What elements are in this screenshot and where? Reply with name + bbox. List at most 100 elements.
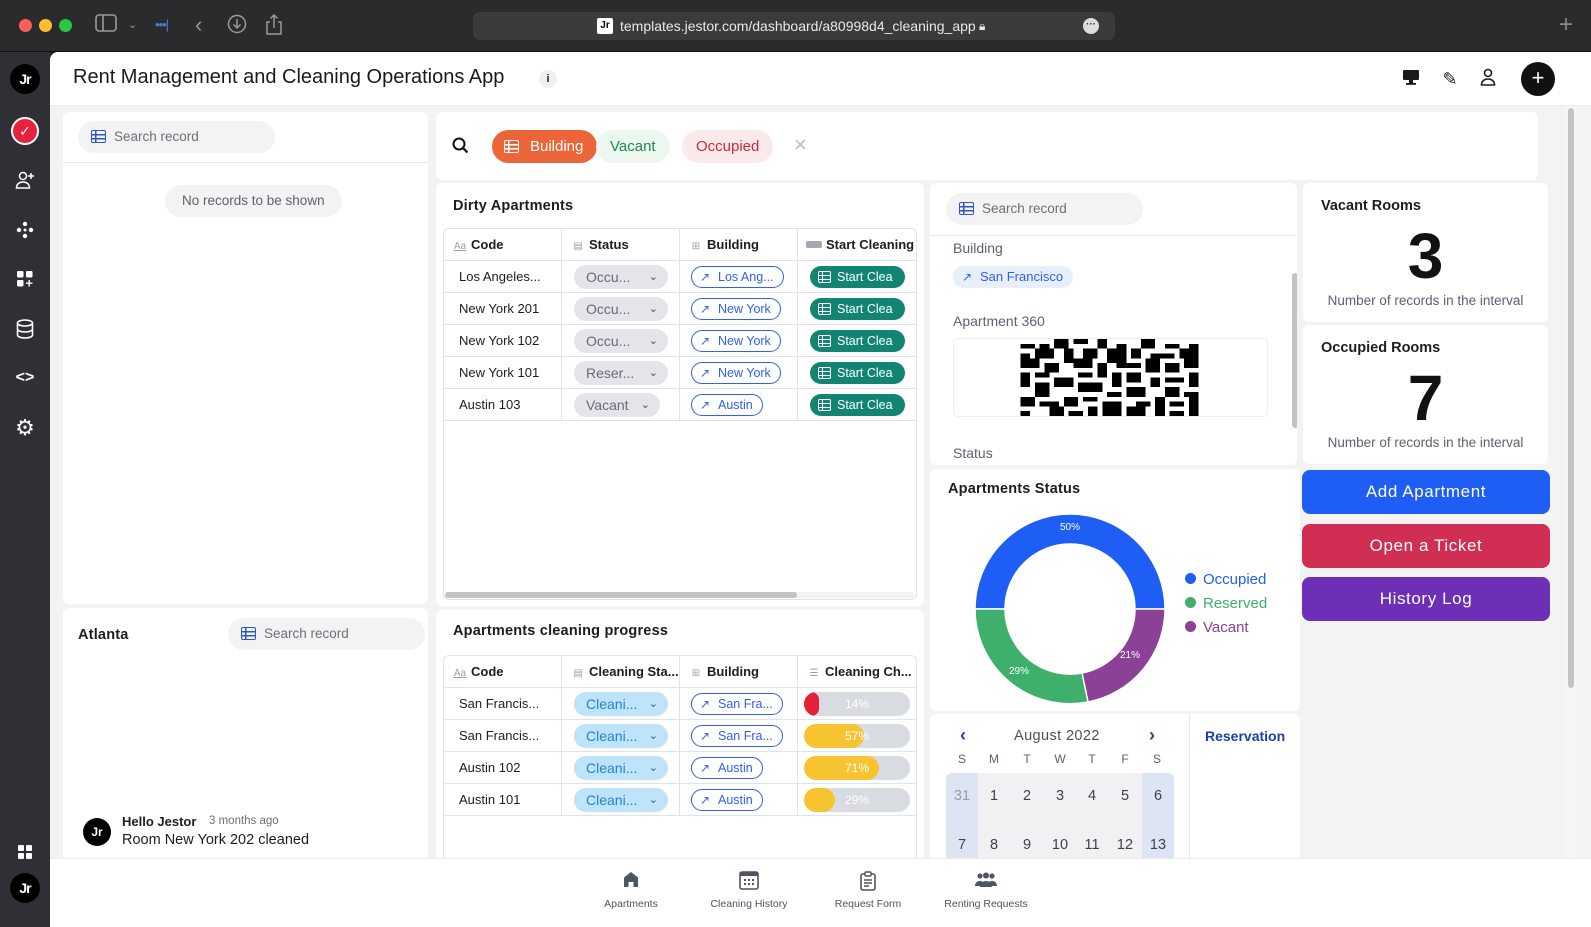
building-link[interactable]: ↗ Austin — [691, 757, 763, 779]
chevron-down-icon[interactable]: ⌄ — [128, 19, 138, 31]
column-header-code[interactable]: Aa Code — [444, 229, 562, 260]
nav-request-form[interactable]: Request Form — [808, 871, 928, 910]
calendar-day[interactable]: 2 — [1022, 788, 1032, 804]
open-ticket-button[interactable]: Open a Ticket — [1302, 524, 1550, 568]
table-row[interactable]: Austin 102 Cleani... ⌄ ↗ Austin 71% — [444, 752, 916, 784]
building-link[interactable]: ↗ Los Ang... — [691, 266, 784, 288]
database-icon[interactable] — [9, 313, 41, 345]
user-icon[interactable] — [1477, 68, 1499, 91]
detail-scrollbar[interactable] — [1292, 273, 1297, 428]
calendar-day[interactable]: 6 — [1153, 788, 1163, 804]
add-apartment-button[interactable]: Add Apartment — [1302, 470, 1550, 514]
calendar-day[interactable]: 8 — [989, 837, 999, 853]
calendar-day[interactable]: 31 — [953, 788, 971, 804]
column-header-building[interactable]: ⊞ Building — [680, 229, 798, 260]
profile-logo[interactable]: Jr — [9, 872, 41, 904]
close-window-button[interactable] — [19, 19, 32, 32]
nav-apartments[interactable]: Apartments — [571, 871, 691, 910]
add-user-icon[interactable] — [9, 164, 41, 196]
building-link[interactable]: ↗ Austin — [691, 394, 763, 416]
new-tab-icon[interactable]: + — [1558, 11, 1573, 38]
column-header-cleaning-checklist[interactable]: ☰ Cleaning Ch... — [809, 664, 912, 679]
filter-chip-building[interactable]: Building — [492, 130, 598, 163]
calendar-day[interactable]: 12 — [1116, 837, 1134, 853]
cleaning-status-select[interactable]: Cleani... ⌄ — [574, 788, 668, 812]
table-row[interactable]: New York 201 Occu... ⌄ ↗ New York Start Cl… — [444, 293, 916, 325]
legend-vacant[interactable]: Vacant — [1185, 618, 1249, 638]
back-icon[interactable]: ‹ — [195, 12, 203, 37]
status-select[interactable]: Occu... ⌄ — [574, 329, 668, 353]
cleaning-status-select[interactable]: Cleani... ⌄ — [574, 756, 668, 780]
start-cleaning-button[interactable]: Start Clea — [810, 266, 905, 288]
status-select[interactable]: Occu... ⌄ — [574, 297, 668, 321]
monitor-icon[interactable] — [1400, 68, 1422, 91]
column-header-cleaning-status[interactable]: ▤ Cleaning Sta... — [562, 656, 680, 687]
table-row[interactable]: Austin 103 Vacant ⌄ ↗ Austin Start Clea — [444, 389, 916, 421]
start-cleaning-button[interactable]: Start Clea — [810, 362, 905, 384]
building-link[interactable]: ↗ San Fra... — [691, 725, 783, 747]
legend-occupied[interactable]: Occupied — [1185, 570, 1266, 590]
table-row[interactable]: San Francis... Cleani... ⌄ ↗ San Fra... 57… — [444, 720, 916, 752]
building-link[interactable]: ↗ New York — [691, 298, 781, 320]
share-icon[interactable] — [265, 13, 283, 41]
nav-renting-requests[interactable]: Renting Requests — [926, 871, 1046, 910]
history-log-button[interactable]: History Log — [1302, 577, 1550, 621]
apps-grid-icon[interactable] — [9, 836, 41, 868]
cleaning-status-select[interactable]: Cleani... ⌄ — [574, 692, 668, 716]
calendar-day[interactable]: 9 — [1022, 837, 1032, 853]
calendar-day[interactable]: 7 — [957, 837, 967, 853]
column-header-status[interactable]: ▤ Status — [562, 229, 680, 260]
minimize-window-button[interactable] — [39, 19, 52, 32]
calendar-day[interactable]: 4 — [1087, 788, 1097, 804]
maximize-window-button[interactable] — [59, 19, 72, 32]
building-link[interactable]: ↗ San Francisco — [953, 266, 1074, 288]
address-bar[interactable]: Jr templates.jestor.com/dashboard/a80998… — [473, 12, 1115, 40]
sidebar-toggle-icon[interactable] — [95, 14, 117, 37]
record-search-input[interactable]: Search record — [946, 193, 1143, 225]
status-select[interactable]: Reser... ⌄ — [574, 361, 668, 385]
column-header-start-cleaning[interactable]: Start Cleaning — [798, 229, 916, 260]
start-cleaning-button[interactable]: Start Clea — [810, 298, 905, 320]
building-link[interactable]: ↗ San Fra... — [691, 693, 783, 715]
table-row[interactable]: San Francis... Cleani... ⌄ ↗ San Fra... 14… — [444, 688, 916, 720]
search-input[interactable]: Search record — [78, 121, 275, 153]
page-scrollbar[interactable] — [1565, 106, 1577, 927]
calendar-day[interactable]: 5 — [1120, 788, 1130, 804]
status-select[interactable]: Vacant ⌄ — [574, 393, 660, 417]
table-horizontal-scrollbar[interactable] — [445, 592, 915, 598]
atlanta-search-input[interactable]: Search record — [228, 618, 425, 650]
calendar-day[interactable]: 1 — [989, 788, 999, 804]
jestor-logo[interactable]: Jr — [9, 63, 41, 95]
tab-group-icon[interactable]: •••| — [155, 17, 169, 32]
code-icon[interactable]: <> — [15, 369, 35, 386]
info-icon[interactable]: i — [539, 70, 557, 88]
search-icon[interactable] — [452, 137, 469, 159]
prev-month-button[interactable]: ‹ — [960, 725, 966, 745]
status-select[interactable]: Occu... ⌄ — [574, 265, 668, 289]
column-header-building[interactable]: ⊞ Building — [680, 656, 798, 687]
column-header-code[interactable]: Aa Code — [444, 656, 562, 687]
filter-chip-vacant[interactable]: Vacant — [596, 130, 670, 163]
calendar-day[interactable]: 11 — [1084, 837, 1100, 853]
table-row[interactable]: Los Angeles... Occu... ⌄ ↗ Los Ang... Star… — [444, 261, 916, 293]
table-row[interactable]: New York 101 Reser... ⌄ ↗ New York Start C… — [444, 357, 916, 389]
calendar-day[interactable]: 13 — [1149, 837, 1167, 853]
download-icon[interactable] — [227, 14, 247, 39]
calendar-day[interactable]: 3 — [1055, 788, 1065, 804]
building-link[interactable]: ↗ New York — [691, 330, 781, 352]
table-row[interactable]: Austin 101 Cleani... ⌄ ↗ Austin 29% — [444, 784, 916, 816]
building-link[interactable]: ↗ Austin — [691, 789, 763, 811]
nav-cleaning-history[interactable]: Cleaning History — [689, 871, 809, 910]
legend-reserved[interactable]: Reserved — [1185, 594, 1267, 614]
check-icon[interactable]: ✓ — [9, 115, 41, 147]
integrations-icon[interactable] — [9, 214, 41, 246]
filter-chip-occupied[interactable]: Occupied — [682, 130, 774, 163]
cleaning-status-select[interactable]: Cleani... ⌄ — [574, 724, 668, 748]
table-row[interactable]: New York 102 Occu... ⌄ ↗ New York Start Cl… — [444, 325, 916, 357]
start-cleaning-button[interactable]: Start Clea — [810, 394, 905, 416]
more-options-icon[interactable]: ··· — [1083, 18, 1099, 34]
calendar-day[interactable]: 10 — [1051, 837, 1069, 853]
building-link[interactable]: ↗ New York — [691, 362, 781, 384]
next-month-button[interactable]: › — [1149, 725, 1155, 745]
pencil-icon[interactable]: ✎ — [1442, 69, 1458, 89]
